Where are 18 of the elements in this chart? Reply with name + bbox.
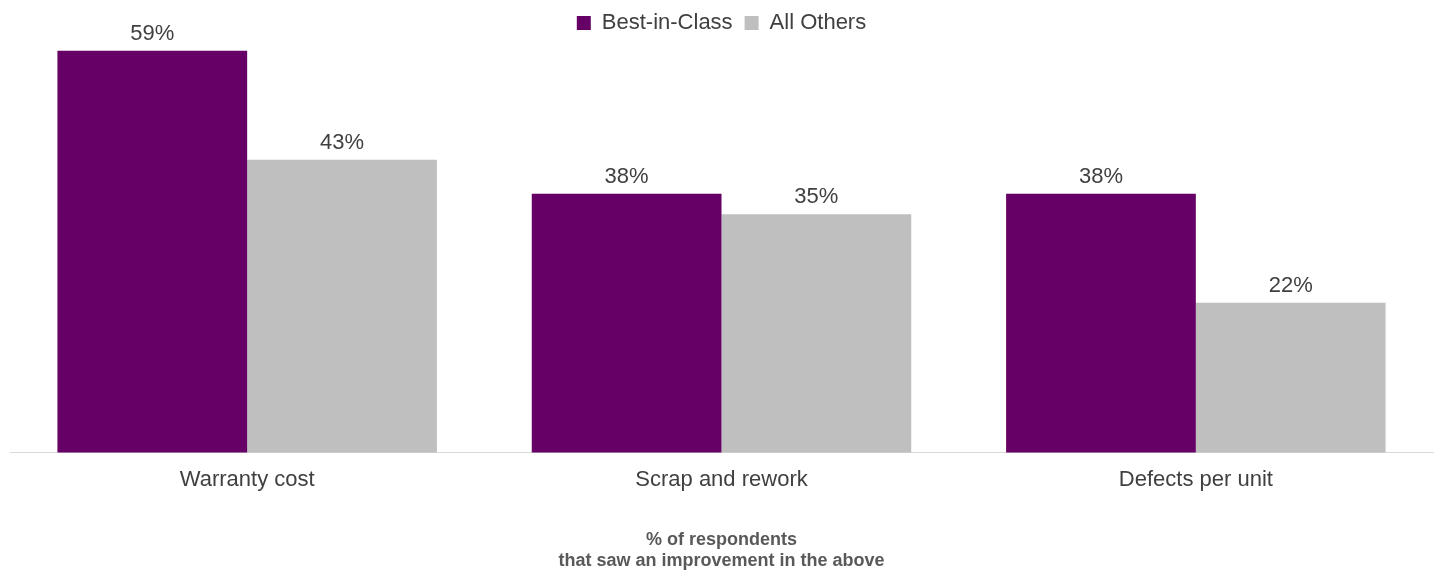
legend-label: All Others (769, 9, 867, 35)
bar (531, 193, 722, 453)
x-tick-label: Warranty cost (179, 465, 315, 491)
x-axis-title: % of respondents that saw an improvement in the above (558, 528, 885, 571)
data-label: 22% (1268, 271, 1313, 297)
legend-label: Best-in-Class (601, 9, 733, 35)
bar (1006, 193, 1196, 453)
data-label: 38% (1078, 162, 1123, 188)
data-label: 43% (320, 128, 365, 154)
x-tick-label: Scrap and rework (635, 465, 809, 491)
bar (247, 159, 437, 453)
data-label: 59% (130, 19, 175, 45)
x-tick-label: Defects per unit (1118, 465, 1273, 491)
data-label: 35% (794, 183, 839, 209)
data-label: 38% (604, 162, 649, 188)
bar (1195, 302, 1386, 453)
bar (721, 214, 912, 453)
bar (57, 50, 248, 453)
